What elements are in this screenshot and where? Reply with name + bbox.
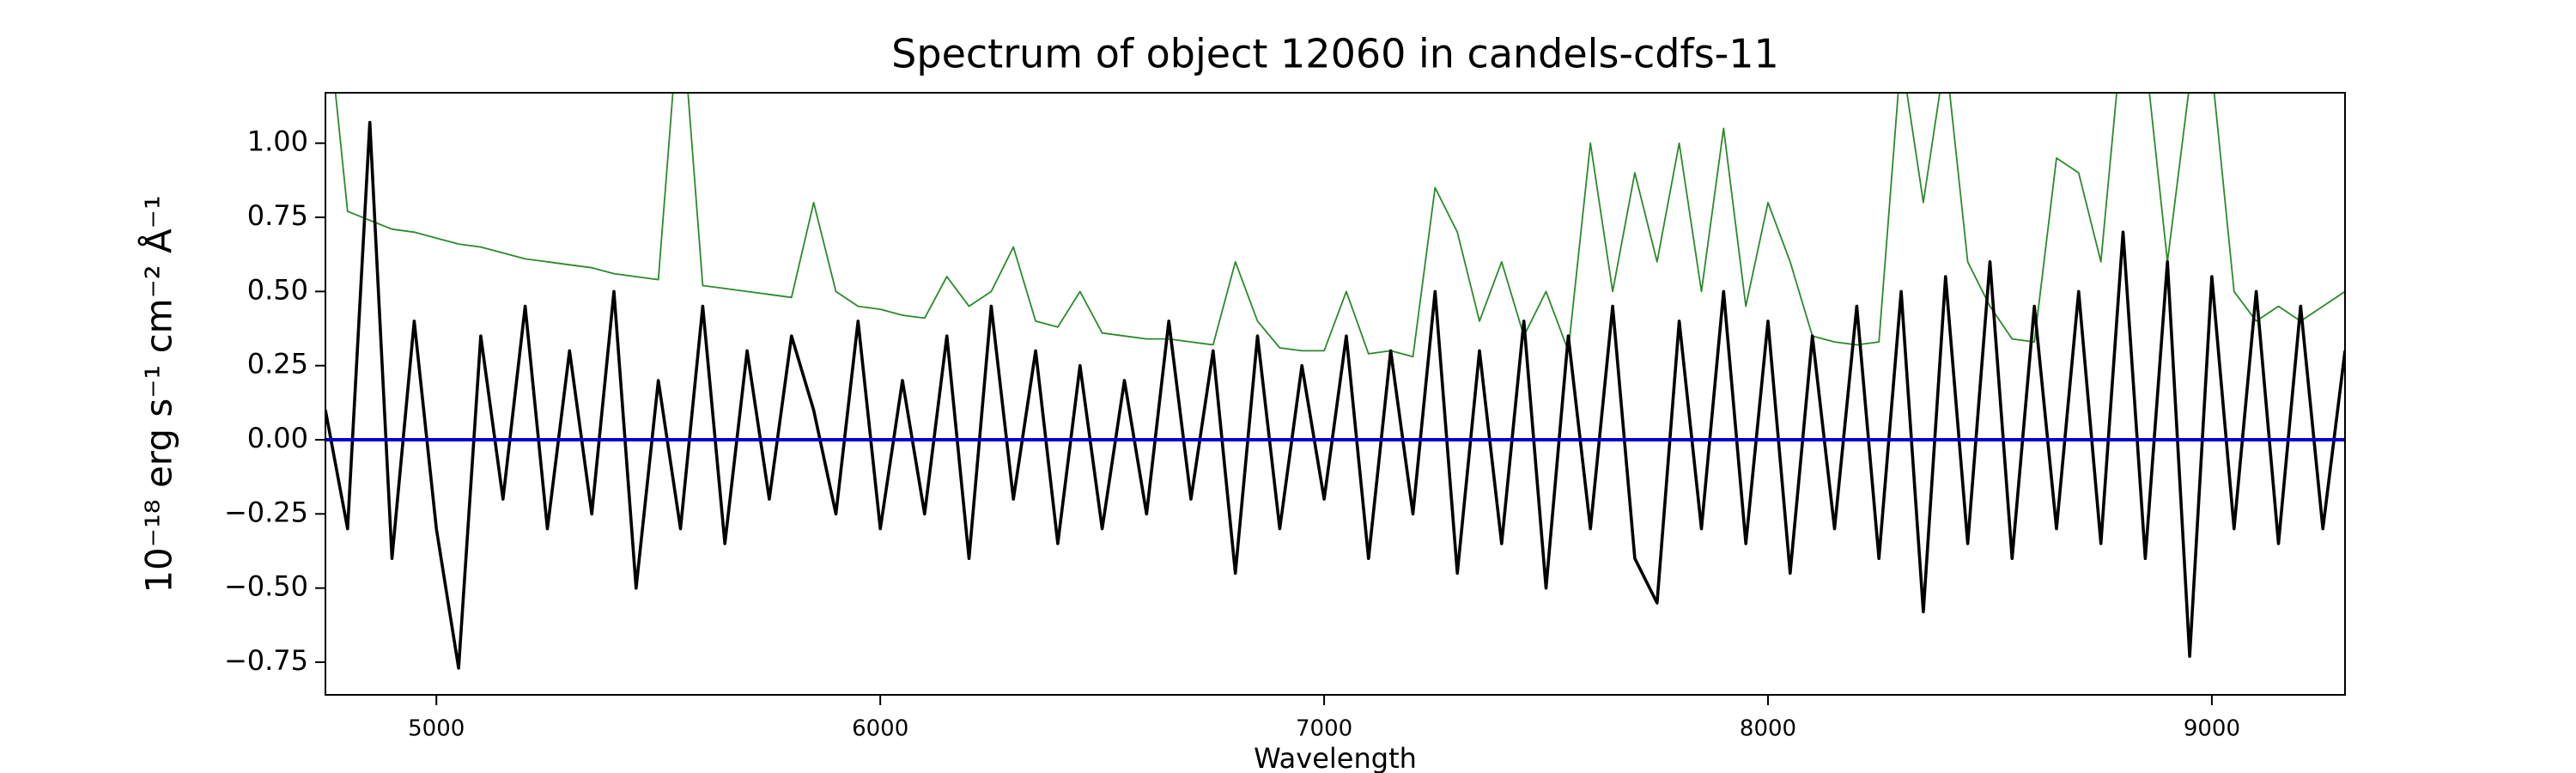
y-axis-label: 10⁻¹⁸ erg s⁻¹ cm⁻² Å⁻¹: [137, 195, 180, 593]
x-tick-label: 9000: [2184, 716, 2240, 742]
chart-title: Spectrum of object 12060 in candels-cdfs…: [891, 31, 1779, 77]
y-tick-label: −0.50: [224, 570, 308, 603]
x-axis-label: Wavelength: [1254, 742, 1417, 773]
plot-area: [325, 93, 2345, 670]
y-tick-label: 0.75: [247, 199, 308, 232]
x-tick-label: 7000: [1296, 716, 1352, 742]
y-tick-label: −0.25: [224, 496, 308, 528]
x-tick-label: 8000: [1740, 716, 1796, 742]
y-tick-label: 0.00: [247, 422, 308, 454]
axes-frame: [325, 92, 2346, 696]
spectrum-line: [325, 120, 2345, 670]
y-tick-label: 1.00: [247, 125, 308, 158]
x-tick-label: 5000: [408, 716, 465, 742]
x-tick-label: 6000: [852, 716, 908, 742]
y-tick-label: 0.25: [247, 348, 308, 380]
y-tick-label: −0.75: [224, 644, 308, 677]
y-tick-label: 0.50: [247, 273, 308, 306]
spectrum-line: [334, 93, 2345, 358]
